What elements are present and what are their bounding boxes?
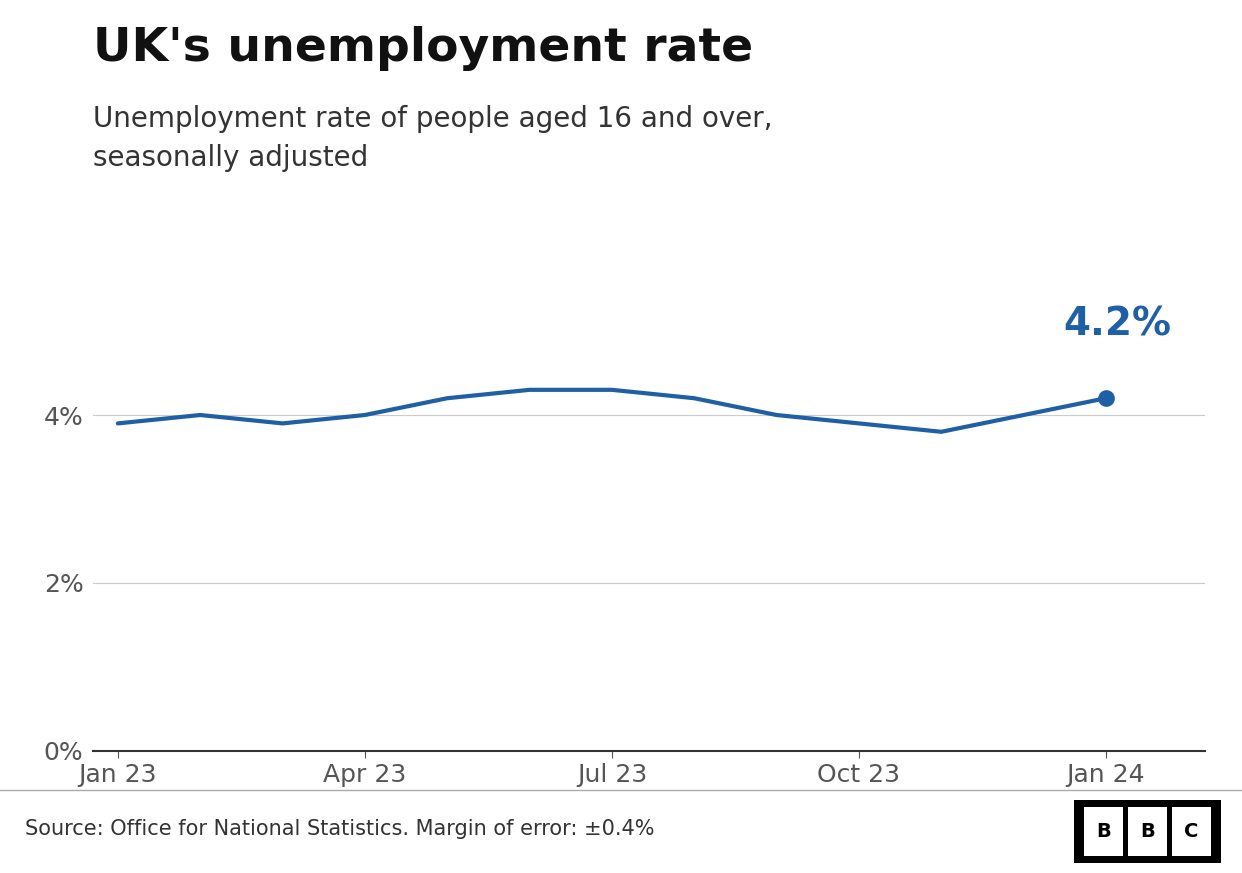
- Text: B: B: [1097, 821, 1112, 841]
- Text: Unemployment rate of people aged 16 and over,
seasonally adjusted: Unemployment rate of people aged 16 and …: [93, 105, 773, 172]
- Text: B: B: [1140, 821, 1155, 841]
- Text: Source: Office for National Statistics. Margin of error: ±0.4%: Source: Office for National Statistics. …: [25, 820, 655, 839]
- Text: C: C: [1185, 821, 1199, 841]
- Text: UK's unemployment rate: UK's unemployment rate: [93, 26, 754, 72]
- Text: 4.2%: 4.2%: [1064, 306, 1171, 344]
